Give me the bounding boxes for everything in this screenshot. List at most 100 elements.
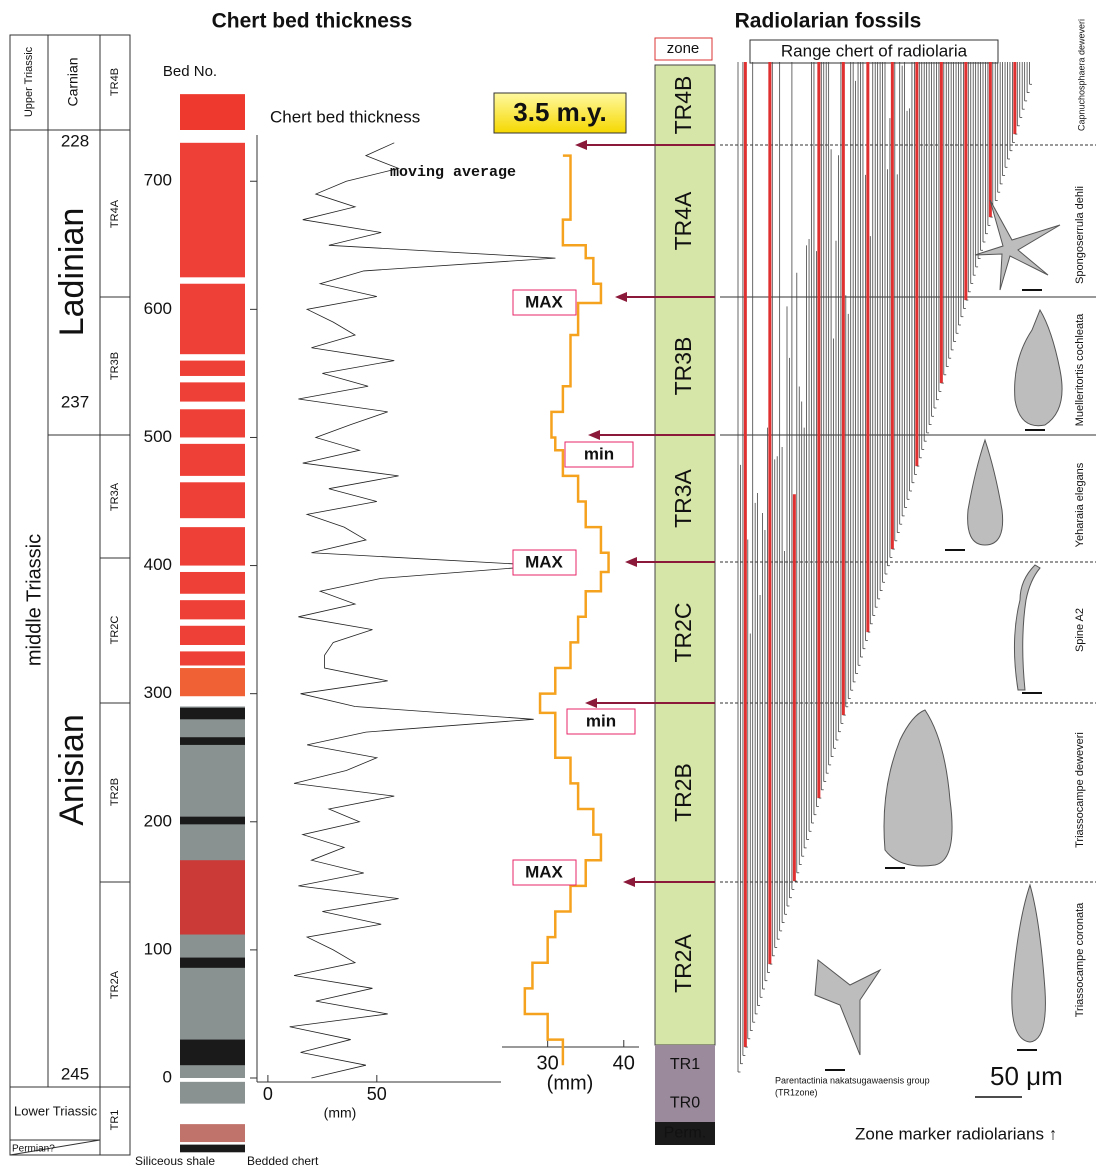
data-line [290, 143, 556, 1078]
lithology-unit [180, 600, 245, 619]
y-tick-label: 0 [163, 1067, 172, 1086]
species-label: Yeharaia elegans [1074, 462, 1086, 547]
y-tick-label: 700 [144, 171, 172, 190]
series-label: moving average [390, 164, 516, 181]
lithology-unit [180, 572, 245, 594]
y-tick-label: 200 [144, 811, 172, 830]
species-label: Triassocampe coronata [1074, 902, 1086, 1017]
x-axis-title: (mm) [547, 1072, 594, 1094]
lithology-unit [180, 737, 245, 745]
x-tick-label: 40 [613, 1052, 635, 1074]
age-label: 237 [61, 392, 89, 411]
zone-name: Perm. [664, 1125, 707, 1142]
cycle-label: MAX [525, 292, 563, 311]
fossil-cone [884, 710, 952, 866]
system-label: Lower Triassic [14, 1103, 98, 1118]
y-tick-label: 100 [144, 939, 172, 958]
age-label: 228 [61, 131, 89, 150]
lithology-unit [180, 1082, 245, 1104]
lithology-unit [180, 958, 245, 968]
time-span: 3.5 m.y. [513, 97, 606, 127]
range-title: Range chert of radiolaria [781, 41, 968, 60]
y-tick-label: 600 [144, 299, 172, 318]
zone-name: TR1 [670, 1056, 700, 1073]
lithology-unit [180, 817, 245, 825]
y-tick-label: 500 [144, 427, 172, 446]
zone-label: TR3B [109, 352, 121, 380]
y-axis-title: Bed No. [163, 63, 217, 80]
lithology-unit [180, 482, 245, 518]
lithology-unit [180, 1145, 245, 1153]
system-label: Permian? [12, 1144, 55, 1155]
zone-name: TR3B [670, 337, 696, 396]
x-tick-label: 0 [263, 1084, 273, 1104]
lithology-unit [180, 708, 245, 720]
x-tick-label: 50 [367, 1084, 387, 1104]
arrow-head [623, 877, 635, 887]
lithology-unit [180, 409, 245, 437]
age-label: 245 [61, 1064, 89, 1083]
zone-label: TR1 [109, 1110, 121, 1131]
y-tick-label: 400 [144, 555, 172, 574]
zone-label: TR2A [109, 970, 121, 999]
arrow-head [585, 698, 597, 708]
lithology-unit [180, 527, 245, 565]
title: Radiolarian fossils [735, 10, 922, 33]
chart-label: Chert bed thickness [270, 107, 420, 126]
zone-label: TR4A [109, 199, 121, 228]
cycle-label: MAX [525, 862, 563, 881]
lithology-unit [180, 651, 245, 665]
species-label: Capnuchosphaera deweveri [1076, 19, 1086, 131]
note: Parentactinia nakatsugawaensis group [775, 1075, 930, 1085]
stage-label: Carnian [65, 57, 81, 106]
cycle-label: min [586, 711, 616, 730]
fossil-spine [1014, 565, 1040, 690]
lithology-unit [180, 1040, 245, 1066]
fossil-cone [1012, 885, 1046, 1042]
species-label: Triassocampe deweveri [1074, 732, 1086, 848]
arrow-head [588, 430, 600, 440]
zone-name: TR4B [670, 76, 696, 135]
zone-label: TR2B [109, 778, 121, 806]
species-label: Muelleritortis cochleata [1074, 313, 1086, 426]
lithology-unit [180, 143, 245, 278]
zone-name: TR3A [670, 468, 696, 527]
zone-name: TR2A [670, 933, 696, 992]
cycle-label: min [584, 444, 614, 463]
fossil-tri [815, 960, 880, 1055]
lithology-unit [180, 1124, 245, 1142]
stage-label: Ladinian [53, 208, 91, 337]
stage-label: Anisian [53, 714, 91, 826]
note: (TR1zone) [775, 1087, 818, 1097]
zone-label: TR4B [109, 68, 121, 96]
arrow-head [615, 292, 627, 302]
zone-name: TR2C [670, 602, 696, 662]
cycle-label: MAX [525, 552, 563, 571]
lithology-unit [180, 444, 245, 476]
x-axis-title: (mm) [324, 1105, 357, 1121]
zone-label: TR2C [109, 616, 121, 645]
system-label: middle Triassic [23, 534, 45, 666]
legend-label: Siliceous shale [135, 1154, 215, 1168]
legend-label: Bedded chert [247, 1154, 319, 1168]
system-label: Upper Triassic [23, 46, 35, 117]
arrow-head [575, 140, 587, 150]
zone-name: TR4A [670, 191, 696, 250]
species-label: Spine A2 [1074, 608, 1086, 652]
fossil-cone [968, 440, 1003, 545]
title: Chert bed thickness [212, 10, 413, 33]
lithology-unit [180, 284, 245, 354]
lithology-unit [180, 382, 245, 401]
footer: Zone marker radiolarians ↑ [855, 1124, 1057, 1143]
y-tick-label: 300 [144, 683, 172, 702]
lithology-unit [180, 668, 245, 696]
x-tick-label: 30 [537, 1052, 559, 1074]
scale-bar-label: 50 μm [990, 1061, 1063, 1091]
fossil-cone [1015, 310, 1062, 426]
zone-label: TR3A [109, 482, 121, 511]
lithology-unit [180, 361, 245, 376]
zone-header: zone [667, 40, 700, 57]
lithology-unit [180, 94, 245, 130]
lithology-unit [180, 860, 245, 934]
arrow-head [625, 557, 637, 567]
